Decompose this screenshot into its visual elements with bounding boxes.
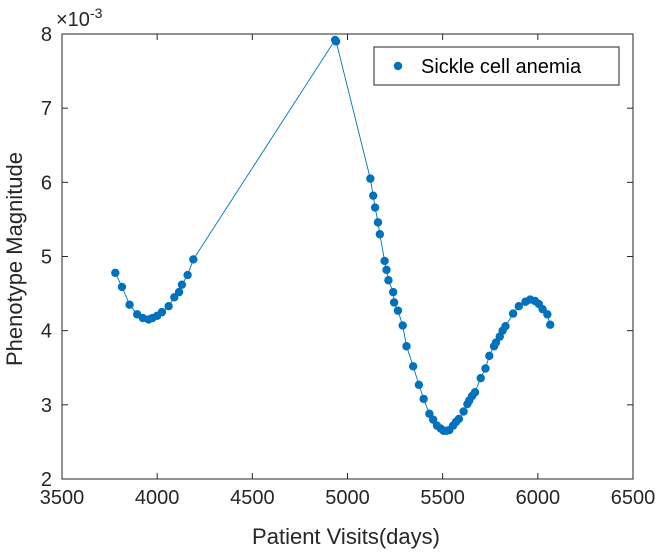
legend: Sickle cell anemia: [373, 46, 620, 86]
legend-box: [373, 46, 620, 86]
x-tick-label: 3500: [40, 487, 85, 509]
data-point: [485, 351, 494, 361]
data-point: [501, 322, 510, 331]
data-point: [375, 230, 385, 239]
data-point: [384, 276, 393, 285]
legend-label: Sickle cell anemia: [421, 56, 582, 78]
plot-box: [61, 33, 634, 480]
y-tick-label: 2: [41, 469, 52, 491]
data-point: [470, 388, 480, 397]
y-tick-label: 3: [41, 395, 52, 417]
data-point: [177, 280, 187, 289]
legend-marker: [393, 61, 403, 71]
data-point: [164, 301, 173, 311]
y-tick-label: 7: [41, 98, 52, 120]
axes-layer: 3500 4000 4500 5000 5500 6000 6500 2 3 4 5 6 7 8: [40, 24, 656, 509]
data-point: [476, 373, 485, 383]
y-tick-label: 8: [41, 24, 52, 46]
data-point: [459, 407, 468, 416]
data-layer: [111, 35, 555, 435]
x-tick-label: 6500: [611, 487, 656, 509]
labels-layer: Patient Visits(days) Phenotype Magnitude…: [2, 5, 440, 549]
data-point: [117, 282, 127, 292]
data-point: [514, 301, 523, 311]
data-point: [157, 307, 167, 317]
data-point: [481, 364, 490, 373]
data-point: [125, 300, 134, 309]
y-axis-exponent: ×10-3: [56, 5, 103, 31]
data-point: [402, 342, 411, 351]
data-point: [398, 321, 407, 330]
data-point: [393, 306, 403, 315]
data-point: [414, 380, 424, 390]
y-axis-exponent-base: ×10: [56, 9, 90, 31]
data-point: [370, 203, 380, 212]
data-point: [408, 362, 418, 371]
y-axis-label: Phenotype Magnitude: [2, 152, 27, 366]
data-point: [183, 270, 192, 280]
data-point: [546, 320, 555, 329]
x-tick-label: 4500: [230, 487, 275, 509]
data-point: [543, 310, 552, 319]
x-tick-label: 4000: [135, 487, 180, 509]
x-tick-label: 5500: [420, 487, 465, 509]
data-point: [454, 414, 464, 424]
y-axis-exponent-power: -3: [90, 5, 103, 21]
data-point: [388, 287, 398, 297]
data-point: [111, 268, 120, 278]
data-point: [389, 298, 399, 307]
data-point: [331, 37, 341, 46]
data-point: [368, 191, 378, 200]
data-point: [380, 256, 389, 266]
data-point: [373, 218, 383, 227]
data-point: [508, 309, 518, 318]
data-point: [189, 255, 198, 264]
data-point: [382, 265, 391, 275]
y-tick-label: 5: [41, 247, 52, 269]
y-tick-label: 6: [41, 172, 52, 194]
x-tick-label: 6000: [516, 487, 561, 509]
y-tick-label: 4: [41, 321, 52, 343]
data-point: [366, 174, 375, 183]
data-point: [174, 287, 184, 297]
x-tick-label: 5000: [325, 487, 370, 509]
data-point: [419, 394, 428, 404]
x-axis-label: Patient Visits(days): [252, 524, 440, 549]
